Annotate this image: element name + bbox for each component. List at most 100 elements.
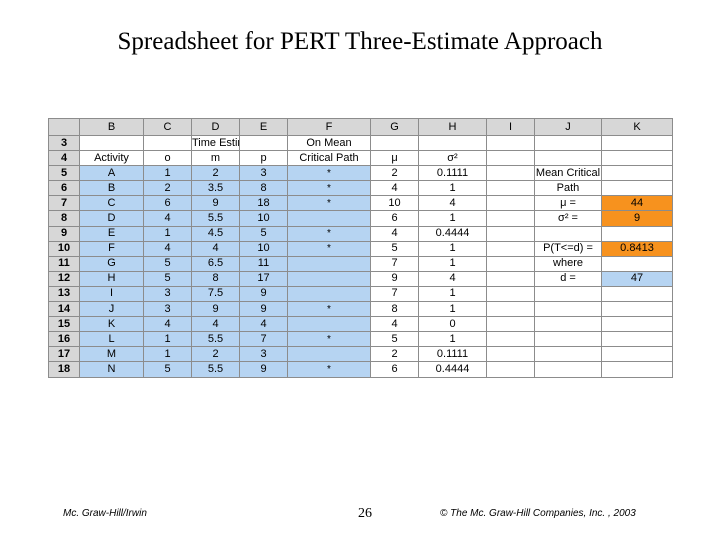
cell-e11[interactable]: 11 — [239, 255, 288, 272]
cell-c6[interactable]: 2 — [143, 180, 192, 197]
cell-d7[interactable]: 9 — [191, 195, 240, 212]
cell-g17[interactable]: 2 — [370, 346, 419, 363]
cell-i12[interactable] — [486, 270, 535, 287]
cell-h11[interactable]: 1 — [418, 255, 487, 272]
cell-h4[interactable]: σ² — [418, 150, 487, 167]
row-header[interactable]: 7 — [48, 195, 80, 212]
cell-d17[interactable]: 2 — [191, 346, 240, 363]
cell-j6[interactable]: Path — [534, 180, 602, 197]
cell-h18[interactable]: 0.4444 — [418, 361, 487, 378]
cell-b12[interactable]: H — [79, 270, 144, 287]
cell-k9[interactable] — [601, 225, 673, 242]
cell-c12[interactable]: 5 — [143, 270, 192, 287]
cell-e4[interactable]: p — [239, 150, 288, 167]
cell-b6[interactable]: B — [79, 180, 144, 197]
cell-h15[interactable]: 0 — [418, 316, 487, 333]
cell-k18[interactable] — [601, 361, 673, 378]
cell-i4[interactable] — [486, 150, 535, 167]
cell-g18[interactable]: 6 — [370, 361, 419, 378]
cell-f14[interactable]: * — [287, 301, 371, 318]
cell-k3[interactable] — [601, 134, 673, 152]
row-header[interactable]: 10 — [48, 240, 80, 257]
row-header[interactable]: 6 — [48, 180, 80, 197]
cell-e7[interactable]: 18 — [239, 195, 288, 212]
cell-f3[interactable]: On Mean — [287, 134, 371, 152]
cell-j3[interactable] — [534, 134, 602, 152]
select-all-corner[interactable] — [48, 118, 80, 136]
cell-h3[interactable] — [418, 134, 487, 152]
cell-j7[interactable]: μ = — [534, 195, 602, 212]
cell-b8[interactable]: D — [79, 210, 144, 227]
cell-j12[interactable]: d = — [534, 270, 602, 287]
cell-k10[interactable]: 0.8413 — [601, 240, 673, 257]
cell-g10[interactable]: 5 — [370, 240, 419, 257]
cell-g16[interactable]: 5 — [370, 331, 419, 348]
cell-f5[interactable]: * — [287, 165, 371, 182]
cell-b10[interactable]: F — [79, 240, 144, 257]
cell-d18[interactable]: 5.5 — [191, 361, 240, 378]
cell-g11[interactable]: 7 — [370, 255, 419, 272]
row-header[interactable]: 8 — [48, 210, 80, 227]
cell-j15[interactable] — [534, 316, 602, 333]
cell-i11[interactable] — [486, 255, 535, 272]
cell-b3[interactable] — [79, 134, 144, 152]
cell-f8[interactable] — [287, 210, 371, 227]
row-header[interactable]: 11 — [48, 255, 80, 272]
cell-f7[interactable]: * — [287, 195, 371, 212]
cell-g12[interactable]: 9 — [370, 270, 419, 287]
cell-e14[interactable]: 9 — [239, 301, 288, 318]
cell-e9[interactable]: 5 — [239, 225, 288, 242]
cell-b13[interactable]: I — [79, 285, 144, 303]
cell-c8[interactable]: 4 — [143, 210, 192, 227]
cell-f4[interactable]: Critical Path — [287, 150, 371, 167]
cell-d3[interactable]: Time Estimates — [191, 134, 240, 152]
cell-c7[interactable]: 6 — [143, 195, 192, 212]
cell-e8[interactable]: 10 — [239, 210, 288, 227]
cell-k15[interactable] — [601, 316, 673, 333]
cell-k6[interactable] — [601, 180, 673, 197]
cell-j13[interactable] — [534, 285, 602, 303]
column-header-k[interactable]: K — [601, 118, 673, 136]
row-header[interactable]: 12 — [48, 270, 80, 287]
cell-i10[interactable] — [486, 240, 535, 257]
column-header-j[interactable]: J — [534, 118, 602, 136]
cell-h6[interactable]: 1 — [418, 180, 487, 197]
cell-j5[interactable]: Mean Critical — [534, 165, 602, 182]
cell-b9[interactable]: E — [79, 225, 144, 242]
row-header[interactable]: 3 — [48, 134, 80, 152]
cell-j11[interactable]: where — [534, 255, 602, 272]
cell-d8[interactable]: 5.5 — [191, 210, 240, 227]
cell-i7[interactable] — [486, 195, 535, 212]
column-header-i[interactable]: I — [486, 118, 535, 136]
cell-c4[interactable]: o — [143, 150, 192, 167]
cell-j14[interactable] — [534, 301, 602, 318]
cell-c16[interactable]: 1 — [143, 331, 192, 348]
cell-f6[interactable]: * — [287, 180, 371, 197]
cell-i5[interactable] — [486, 165, 535, 182]
cell-j18[interactable] — [534, 361, 602, 378]
column-header-d[interactable]: D — [191, 118, 240, 136]
row-header[interactable]: 16 — [48, 331, 80, 348]
cell-e12[interactable]: 17 — [239, 270, 288, 287]
cell-i8[interactable] — [486, 210, 535, 227]
cell-k8[interactable]: 9 — [601, 210, 673, 227]
cell-d5[interactable]: 2 — [191, 165, 240, 182]
row-header[interactable]: 14 — [48, 301, 80, 318]
cell-h5[interactable]: 0.1111 — [418, 165, 487, 182]
cell-f17[interactable] — [287, 346, 371, 363]
cell-i3[interactable] — [486, 134, 535, 152]
cell-g3[interactable] — [370, 134, 419, 152]
cell-i18[interactable] — [486, 361, 535, 378]
cell-e6[interactable]: 8 — [239, 180, 288, 197]
cell-h7[interactable]: 4 — [418, 195, 487, 212]
cell-j9[interactable] — [534, 225, 602, 242]
cell-f10[interactable]: * — [287, 240, 371, 257]
cell-b5[interactable]: A — [79, 165, 144, 182]
cell-c10[interactable]: 4 — [143, 240, 192, 257]
cell-d11[interactable]: 6.5 — [191, 255, 240, 272]
cell-k13[interactable] — [601, 285, 673, 303]
cell-k12[interactable]: 47 — [601, 270, 673, 287]
cell-b17[interactable]: M — [79, 346, 144, 363]
cell-h10[interactable]: 1 — [418, 240, 487, 257]
cell-g7[interactable]: 10 — [370, 195, 419, 212]
